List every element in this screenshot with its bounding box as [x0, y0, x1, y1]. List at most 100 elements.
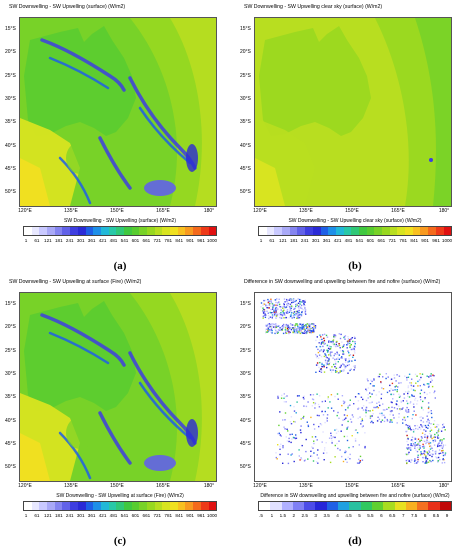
colorbar-swatch: [259, 502, 271, 510]
colorbar-tick-label: 2.5: [301, 513, 308, 518]
flux-region: [20, 158, 50, 206]
cloud-streak: [138, 106, 192, 165]
colorbar-tick-label: 8.5: [432, 513, 440, 518]
colorbar-swatch: [54, 227, 63, 235]
longitude-label: 165°E: [391, 483, 405, 489]
colorbar-tick-label: 1.5: [279, 513, 287, 518]
cloud-patch: [186, 144, 198, 172]
difference-map: [255, 293, 451, 481]
colorbar-swatch: [70, 227, 78, 235]
latitude-label: 40°S: [240, 142, 251, 149]
colorbar-tick-label: 661: [142, 238, 151, 243]
colorbar-swatch: [185, 227, 194, 235]
colorbar-swatch: [281, 502, 293, 510]
colorbar-swatch: [412, 227, 421, 235]
colorbar-tick-label: 841: [175, 513, 184, 518]
colorbar-ticks: 1 61 121 181 241 301 361 421 481 541 601 661 721 781 8…: [23, 513, 217, 521]
colorbar: [258, 226, 452, 236]
colorbar-tick-label: 541: [355, 238, 364, 243]
longitude-label: 165°E: [391, 208, 405, 214]
colorbar-swatch: [62, 227, 71, 235]
land-mass: [259, 26, 371, 136]
panel-b: SW Downwelling - SW Upwelling clear sky …: [240, 2, 470, 272]
colorbar-swatch: [428, 502, 440, 510]
colorbar-title: SW Downwelling - SW Upwelling (surface) …: [64, 218, 176, 224]
panel-title: SW Downwelling - SW Upwelling at surface…: [9, 279, 142, 285]
cloud-streak: [40, 38, 126, 92]
colorbar-tick-label: 841: [175, 238, 184, 243]
colorbar-tick-label: 781: [399, 238, 408, 243]
colorbar-tick-label: 241: [300, 238, 309, 243]
colorbar-swatch: [108, 227, 117, 235]
colorbar-swatch: [154, 502, 163, 510]
colorbar-tick-label: 1: [24, 238, 28, 243]
colorbar-swatch: [77, 227, 86, 235]
longitude-label: 150°E: [345, 483, 359, 489]
latitude-label: 50°S: [240, 464, 251, 471]
colorbar-swatch: [320, 227, 329, 235]
cloud-patch: [144, 180, 176, 196]
map-frame: [19, 292, 217, 482]
colorbar-swatch: [154, 227, 163, 235]
colorbar-tick-label: 3.5: [323, 513, 330, 518]
colorbar-swatch: [131, 502, 140, 510]
colorbar-swatch: [371, 502, 384, 510]
colorbar-swatch: [304, 502, 316, 510]
colorbar-tick-label: 781: [164, 513, 173, 518]
map-frame: [254, 292, 452, 482]
colorbar-swatch: [374, 227, 382, 235]
latitude-label: 20°S: [5, 49, 16, 56]
latitude-label: 45°S: [240, 440, 251, 447]
colorbar-swatch: [100, 227, 109, 235]
colorbar: [23, 226, 217, 236]
panel-label: (b): [348, 260, 362, 272]
colorbar-tick-label: 961: [197, 513, 205, 518]
colorbar-tick-label: .5: [259, 513, 263, 518]
latitude-label: 50°S: [240, 189, 251, 196]
colorbar-swatch: [394, 502, 406, 510]
colorbar-swatch: [62, 502, 71, 510]
colorbar-swatch: [47, 502, 55, 510]
colorbar-swatch: [343, 227, 352, 235]
colorbar-ticks: 1 61 121 181 241 301 361 421 481 541 601 661 721 781 8…: [23, 238, 217, 246]
colorbar-swatch: [292, 502, 305, 510]
latitude-label: 40°S: [240, 417, 251, 424]
colorbar-swatch: [200, 227, 209, 235]
colorbar-swatch: [31, 227, 40, 235]
colorbar-swatch: [170, 227, 178, 235]
colorbar-tick-label: 961: [197, 238, 205, 243]
latitude-label: 35°S: [240, 119, 251, 126]
colorbar-swatch: [24, 227, 32, 235]
colorbar-tick-label: 601: [131, 513, 140, 518]
flux-map: [255, 18, 451, 206]
colorbar-tick-label: 421: [98, 238, 107, 243]
latitude-label: 50°S: [5, 464, 16, 471]
colorbar-tick-label: 61: [269, 238, 275, 243]
colorbar-tick-label: 301: [76, 513, 85, 518]
latitude-label: 15°S: [240, 301, 251, 307]
colorbar-swatch: [297, 227, 306, 235]
colorbar-swatch: [435, 227, 444, 235]
colorbar-swatch: [315, 502, 327, 510]
colorbar-tick-label: 361: [87, 513, 96, 518]
colorbar-swatch: [116, 502, 124, 510]
latitude-label: 35°S: [5, 394, 16, 401]
colorbar-tick-label: 121: [279, 238, 287, 243]
colorbar-tick-label: 8: [423, 513, 427, 518]
colorbar-swatch: [170, 502, 178, 510]
panel-label: (d): [348, 535, 362, 547]
colorbar-swatch: [338, 502, 350, 510]
colorbar-swatch: [139, 502, 147, 510]
colorbar-swatch: [305, 227, 313, 235]
cloud-patch: [429, 158, 433, 162]
colorbar-tick-label: 901: [421, 238, 429, 243]
panel-a: SW Downwelling - SW Upwelling (surface) …: [5, 2, 235, 272]
colorbar-tick-label: 601: [366, 238, 375, 243]
flux-map: [20, 293, 216, 481]
colorbar-swatch: [93, 502, 101, 510]
latitude-label: 25°S: [240, 347, 251, 354]
colorbar-ticks: .5 1 1.5 2 2.5 3 3.5 4 4.5 5 5.5 6 6.5 7 7.5 8 8.5 9: [258, 513, 450, 521]
colorbar-swatch: [162, 502, 171, 510]
colorbar-swatch: [47, 227, 55, 235]
longitude-label: 135°E: [299, 208, 313, 214]
